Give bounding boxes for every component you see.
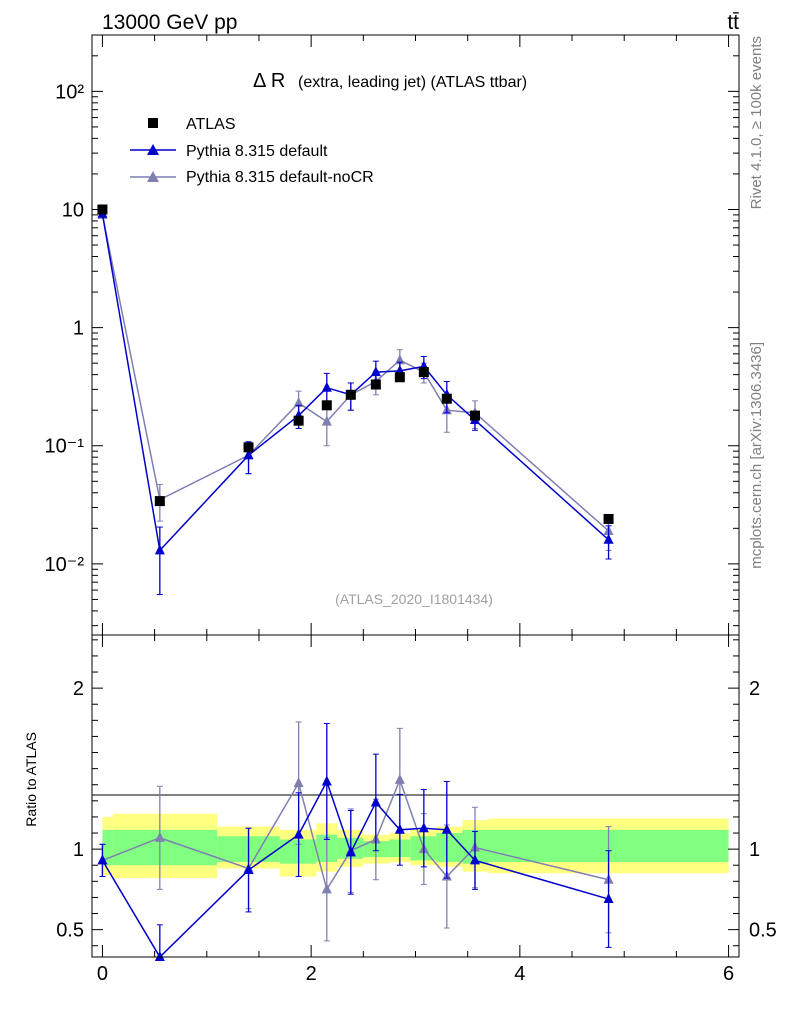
atlas-point	[441, 393, 452, 404]
ratio-y-axis-label: Ratio to ATLAS	[23, 732, 39, 827]
x-tick-label: 0	[97, 963, 108, 985]
ratio-y-tick-label-right: 0.5	[749, 920, 777, 942]
ratio-band-inner	[112, 829, 218, 866]
x-tick-label: 4	[514, 963, 525, 985]
main-y-tick-label: 1	[73, 318, 84, 340]
atlas-point	[370, 379, 381, 390]
ratio-default-point	[345, 846, 356, 857]
atlas-point	[469, 410, 480, 421]
ratio-plot-area	[97, 721, 614, 961]
ratio-default-point	[293, 828, 304, 839]
ratio-nocr-point	[154, 831, 165, 842]
main-panel: 10⁻² 10⁻¹ 1 10 10² Δ R (extra, leading jet) …	[45, 34, 740, 636]
ratio-y-tick-label-right: 2	[749, 678, 760, 700]
ratio-axis-ticks	[92, 635, 739, 957]
legend: ATLAS Pythia 8.315 default Pythia 8.315 …	[130, 116, 374, 186]
header-collision-label: 13000 GeV pp	[102, 11, 237, 34]
ratio-panel-frame	[91, 634, 740, 958]
nocr-point	[293, 397, 304, 408]
main-plot-area	[97, 204, 614, 596]
main-y-tick-label: 10	[62, 199, 84, 221]
main-y-tick-labels: 10⁻² 10⁻¹ 1 10 10²	[45, 81, 85, 576]
ratio-default-point	[243, 864, 254, 875]
ratio-default-point	[469, 854, 480, 865]
ratio-default-point	[418, 822, 429, 833]
ratio-nocr-point	[293, 777, 304, 788]
x-tick-labels: 0 2 4 6	[97, 963, 734, 985]
atlas-point	[394, 372, 405, 383]
mcplots-label: mcplots.cern.ch [arXiv:1306.3436]	[748, 342, 765, 569]
ratio-default-point	[154, 951, 165, 961]
x-tick-label: 6	[723, 963, 734, 985]
default-point	[370, 366, 381, 377]
ratio-band-inner	[436, 833, 463, 863]
ratio-y-tick-labels: 0.5 1 2	[56, 678, 84, 942]
ratio-default-point	[321, 775, 332, 786]
ratio-nocr-point	[321, 883, 332, 894]
main-y-tick-label: 10²	[55, 81, 84, 103]
legend-nocr-marker	[147, 171, 159, 182]
atlas-point	[154, 496, 165, 507]
ratio-default-line	[101, 779, 609, 959]
default-point	[321, 381, 332, 392]
ratio-y-tick-label: 2	[73, 678, 84, 700]
plot-title: (extra, leading jet) (ATLAS ttbar)	[298, 74, 527, 91]
ratio-band-inner	[102, 829, 113, 866]
default-point	[154, 544, 165, 555]
main-y-tick-label: 10⁻²	[45, 554, 85, 576]
legend-default-label: Pythia 8.315 default	[186, 143, 328, 160]
default-point	[243, 449, 254, 460]
legend-atlas-label: ATLAS	[186, 116, 236, 133]
atlas-point	[243, 442, 254, 453]
analysis-watermark: (ATLAS_2020_I1801434)	[335, 591, 493, 607]
ratio-nocr-point	[394, 773, 405, 784]
ratio-default-point	[441, 823, 452, 834]
default-point	[603, 533, 614, 544]
plot-title-symbol: Δ R	[253, 70, 285, 92]
ratio-default-point	[97, 854, 108, 865]
ratio-default-point	[370, 796, 381, 807]
atlas-point	[418, 367, 429, 378]
atlas-point	[345, 389, 356, 400]
atlas-point	[603, 513, 614, 524]
x-tick-label: 2	[306, 963, 317, 985]
ratio-y-tick-labels-right: 0.5 1 2	[749, 678, 777, 942]
main-axis-ticks	[92, 34, 739, 635]
nocr-point	[321, 415, 332, 426]
ratio-nocr-line	[102, 777, 609, 892]
atlas-point	[293, 415, 304, 426]
ratio-panel: 0.5 1 2 0.5 1 2 0 2 4 6 Ratio to ATLAS	[23, 634, 777, 985]
ratio-y-tick-label: 0.5	[56, 920, 84, 942]
ratio-default-point	[394, 823, 405, 834]
default-line	[101, 213, 610, 553]
main-y-tick-label: 10⁻¹	[45, 436, 85, 458]
rivet-version-label: Rivet 4.1.0, ≥ 100k events	[748, 36, 765, 209]
legend-atlas-marker	[148, 118, 158, 128]
ratio-y-tick-label: 1	[73, 839, 84, 861]
ratio-default-point	[603, 893, 614, 904]
header-process-label: tt̄	[727, 11, 739, 34]
ratio-y-tick-label-right: 1	[749, 839, 760, 861]
legend-default-marker	[147, 144, 159, 155]
legend-nocr-label: Pythia 8.315 default-noCR	[186, 169, 374, 186]
atlas-point	[97, 204, 108, 215]
atlas-point	[321, 400, 332, 411]
nocr-line	[101, 214, 610, 532]
